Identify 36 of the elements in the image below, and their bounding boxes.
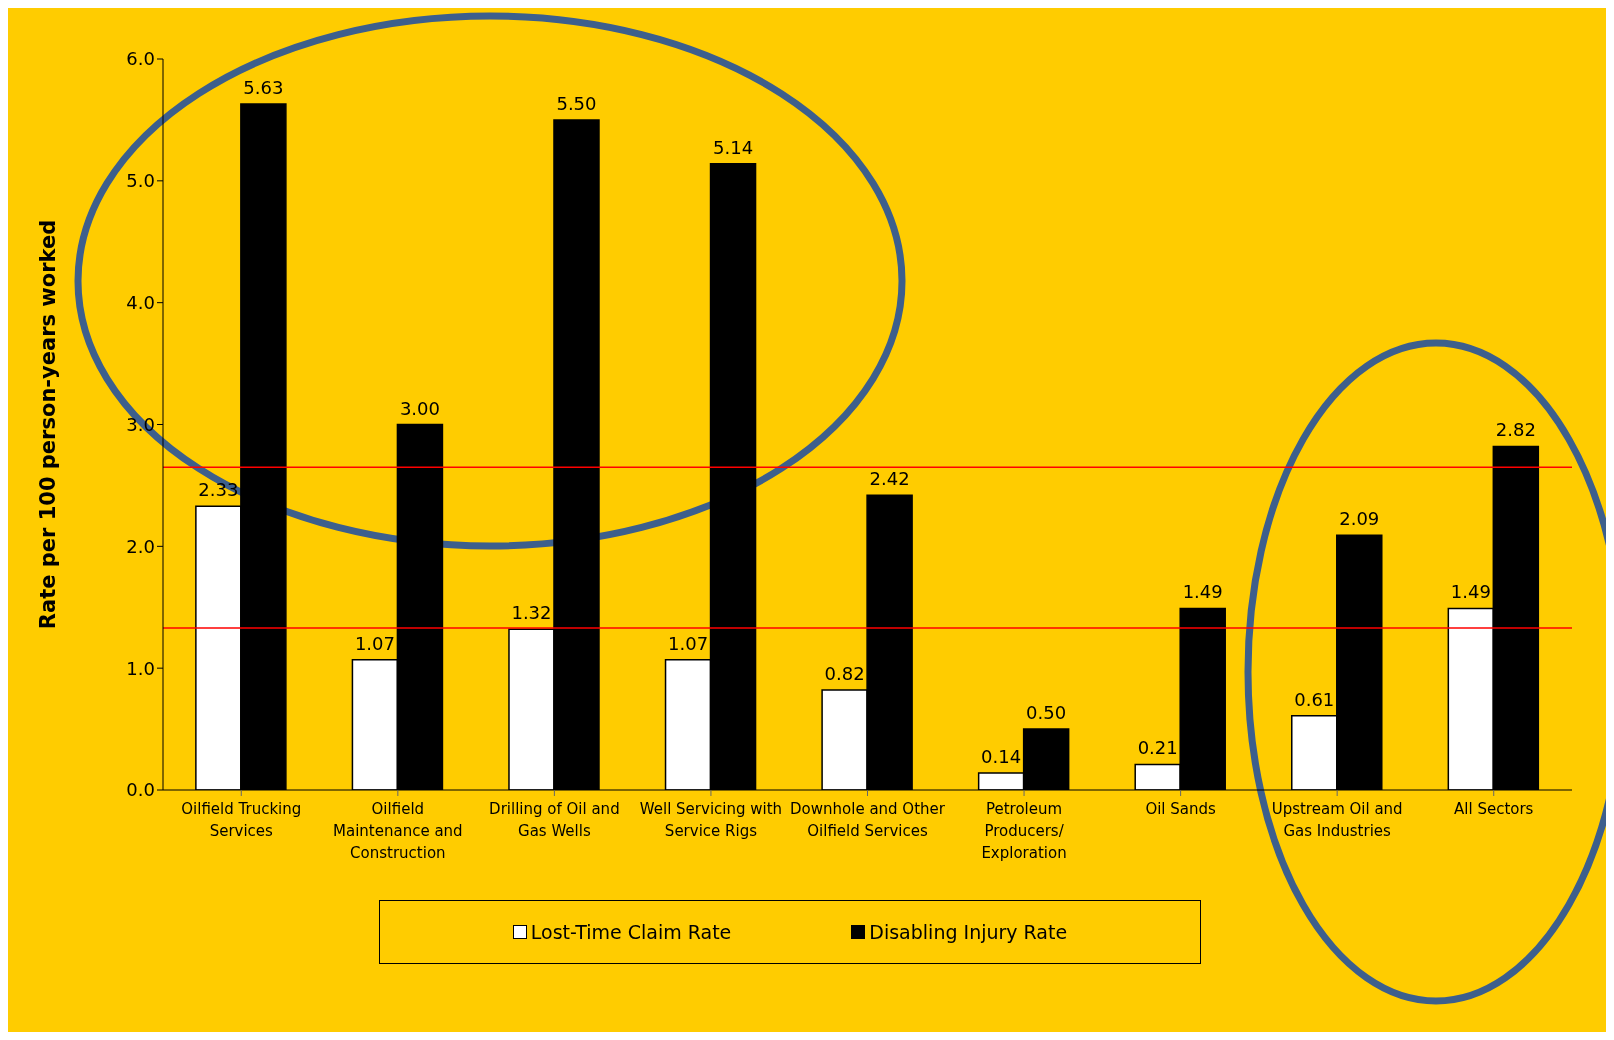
y-axis-title: Rate per 100 person-years worked — [36, 219, 61, 630]
data-label: 5.50 — [556, 92, 597, 114]
x-tick-label: Petroleum Producers/ Exploration — [981, 800, 1067, 862]
x-tick-label: Oilfield Maintenance and Construction — [333, 800, 463, 862]
x-tick-label: Oilfield Trucking Services — [181, 800, 302, 840]
x-tick-label: Oil Sands — [1145, 800, 1217, 818]
x-tick-label: Drilling of Oil and Gas Wells — [489, 800, 620, 840]
data-label: 1.07 — [354, 632, 395, 654]
data-label: 3.00 — [399, 397, 440, 419]
data-label: 2.42 — [869, 468, 910, 490]
x-tick-label: All Sectors — [1454, 800, 1534, 818]
y-tick-label: 5.0 — [126, 170, 155, 192]
y-tick-label: 1.0 — [126, 657, 155, 679]
legend-label: Disabling Injury Rate — [868, 921, 1068, 943]
data-label: 1.49 — [1450, 581, 1491, 603]
data-label: 0.61 — [1294, 688, 1335, 710]
data-label: 2.33 — [198, 479, 239, 501]
x-tick-label: Well Servicing with Service Rigs — [639, 800, 783, 840]
x-tick-label: Downhole and Other Oilfield Services — [790, 800, 946, 840]
data-label: 0.50 — [1026, 702, 1067, 724]
data-label: 5.14 — [713, 136, 754, 158]
data-label: 0.21 — [1137, 737, 1178, 759]
y-tick-label: 0.0 — [126, 779, 155, 801]
data-label: 1.49 — [1182, 581, 1223, 603]
data-label: 0.14 — [981, 745, 1022, 767]
data-label: 2.82 — [1495, 419, 1536, 441]
x-tick-label: Upstream Oil and Gas Industries — [1271, 800, 1403, 840]
y-tick-label: 2.0 — [126, 535, 155, 557]
y-tick-label: 4.0 — [126, 292, 155, 314]
legend-label: Lost-Time Claim Rate — [529, 921, 732, 943]
data-label: 5.63 — [243, 77, 284, 99]
data-label: 2.09 — [1339, 508, 1380, 530]
data-label: 1.07 — [668, 632, 709, 654]
data-label: 1.32 — [511, 602, 552, 624]
y-tick-label: 6.0 — [126, 48, 155, 70]
data-label: 0.82 — [824, 663, 865, 685]
